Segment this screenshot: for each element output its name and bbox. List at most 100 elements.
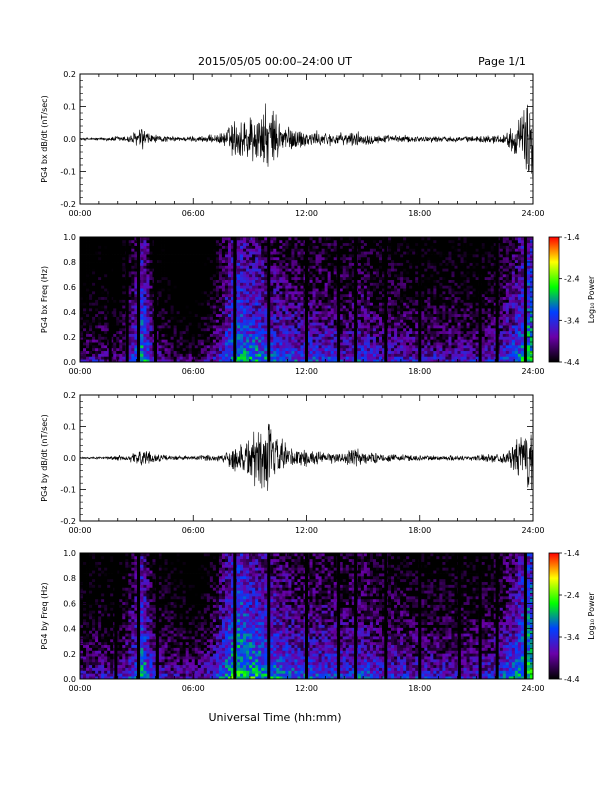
spectrogram-cell bbox=[324, 313, 329, 317]
spectrogram-cell bbox=[203, 256, 208, 261]
spectrogram-cell bbox=[345, 359, 350, 363]
spectrogram-cell bbox=[203, 322, 208, 326]
spectrogram-cell bbox=[170, 282, 175, 286]
spectrogram-cell bbox=[382, 359, 386, 363]
spectrogram-cell bbox=[400, 279, 404, 283]
spectrogram-cell bbox=[382, 322, 386, 326]
spectrogram-cell bbox=[255, 248, 259, 252]
spectrogram-cell bbox=[231, 276, 235, 281]
spectrogram-cell bbox=[366, 248, 371, 252]
spectrogram-cell bbox=[167, 239, 171, 244]
spectrogram-cell bbox=[143, 251, 147, 255]
spectrogram-cell bbox=[306, 333, 310, 337]
spectrogram-cell bbox=[249, 356, 253, 360]
spectrogram-cell bbox=[243, 353, 247, 357]
spectrogram-cell bbox=[282, 271, 286, 275]
spectrogram-cell bbox=[397, 353, 401, 357]
spectrogram-cell bbox=[209, 316, 214, 320]
spectrogram-cell bbox=[394, 265, 398, 269]
spectrogram-cell bbox=[276, 290, 280, 295]
spectrogram-cell bbox=[86, 350, 90, 354]
spectrogram-cell bbox=[406, 310, 410, 315]
spectrogram-cell bbox=[86, 268, 90, 272]
spectrogram-cell bbox=[282, 282, 286, 286]
spectrogram-cell bbox=[101, 296, 105, 300]
spectrogram-cell bbox=[83, 245, 87, 249]
spectrogram-cell bbox=[188, 254, 193, 258]
spectrogram-cell bbox=[360, 305, 365, 309]
spectrogram-cell bbox=[333, 310, 338, 315]
spectrogram-cell bbox=[231, 316, 235, 320]
spectrogram-cell bbox=[176, 344, 181, 349]
spectrogram-cell bbox=[324, 245, 329, 249]
spectrogram-cell bbox=[249, 296, 253, 300]
spectrogram-cell bbox=[406, 288, 410, 292]
spectrogram-cell bbox=[382, 339, 386, 343]
spectrogram-cell bbox=[197, 273, 202, 278]
spectrogram-cell bbox=[357, 239, 362, 244]
spectrogram-cell bbox=[333, 242, 338, 246]
spectrogram-cell bbox=[309, 322, 313, 326]
spectrogram-cell bbox=[209, 296, 214, 300]
spectrogram-cell bbox=[273, 316, 277, 320]
spectrogram-cell bbox=[288, 322, 292, 326]
spectrogram-cell bbox=[285, 271, 289, 275]
spectrogram-cell bbox=[391, 316, 395, 320]
spectrogram-cell bbox=[240, 273, 244, 278]
spectrogram-cell bbox=[264, 313, 268, 317]
spectrogram-cell bbox=[131, 339, 135, 343]
spectrogram-cell bbox=[128, 293, 132, 298]
spectrogram-cell bbox=[80, 237, 84, 241]
spectrogram-cell bbox=[86, 347, 90, 352]
spectrogram-cell bbox=[89, 251, 93, 255]
spectrogram-cell bbox=[104, 290, 108, 295]
spectrogram-cell bbox=[406, 248, 410, 252]
spectrogram-cell bbox=[342, 305, 347, 309]
spectrogram-cell bbox=[231, 242, 235, 246]
spectrogram-cell bbox=[240, 359, 244, 363]
spectrogram-cell bbox=[185, 242, 190, 246]
spectrogram-cell bbox=[264, 310, 268, 315]
spectrogram-cell bbox=[215, 248, 220, 252]
spectrogram-cell bbox=[218, 325, 223, 329]
spectrogram-cell bbox=[327, 339, 332, 343]
spectrogram-cell bbox=[339, 327, 344, 332]
spectrogram-cell bbox=[122, 268, 126, 272]
spectrogram-cell bbox=[312, 310, 316, 315]
spectrogram-cell bbox=[221, 359, 226, 363]
spectrogram-cell bbox=[333, 290, 338, 295]
spectrogram-cell bbox=[176, 350, 181, 354]
spectrogram-cell bbox=[89, 333, 93, 337]
spectrogram-cell bbox=[351, 256, 356, 261]
spectrogram-cell bbox=[188, 347, 193, 352]
spectrogram-cell bbox=[146, 316, 150, 320]
spectrogram-cell bbox=[143, 327, 147, 332]
spectrogram-cell bbox=[113, 327, 117, 332]
spectrogram-cell bbox=[237, 344, 241, 349]
spectrogram-cell bbox=[110, 256, 114, 261]
spectrogram-cell bbox=[324, 262, 329, 266]
spectrogram-cell bbox=[397, 282, 401, 286]
spectrogram-cell bbox=[240, 242, 244, 246]
spectrogram-cell bbox=[101, 256, 105, 261]
spectrogram-cell bbox=[104, 245, 108, 249]
spectrogram-cell bbox=[285, 242, 289, 246]
spectrogram-cell bbox=[327, 305, 332, 309]
spectrogram-cell bbox=[309, 347, 313, 352]
spectrogram-cell bbox=[116, 299, 120, 303]
spectrogram-cell bbox=[185, 239, 190, 244]
spectrogram-cell bbox=[167, 330, 171, 334]
spectrogram-cell bbox=[351, 268, 356, 272]
spectrogram-cell bbox=[366, 273, 371, 278]
spectrogram-cell bbox=[92, 325, 96, 329]
spectrogram-cell bbox=[101, 299, 105, 303]
spectrogram-cell bbox=[80, 353, 84, 357]
spectrogram-cell bbox=[203, 327, 208, 332]
spectrogram-cell bbox=[321, 271, 326, 275]
spectrogram-cell bbox=[155, 353, 159, 357]
spectrogram-cell bbox=[312, 339, 316, 343]
spectrogram-cell bbox=[227, 251, 232, 255]
spectrogram-cell bbox=[369, 282, 374, 286]
spectrogram-cell bbox=[113, 239, 117, 244]
spectrogram-cell bbox=[261, 336, 265, 340]
